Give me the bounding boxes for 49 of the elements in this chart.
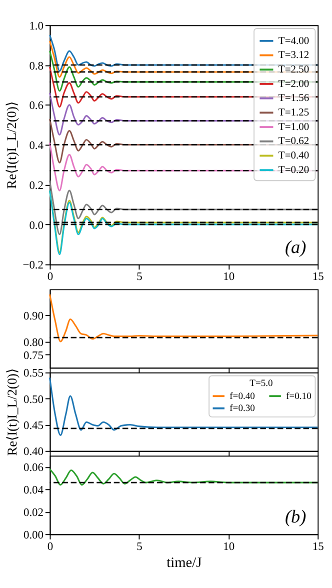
y-tick-label: 0.75 bbox=[23, 350, 44, 362]
x-tick-label: 0 bbox=[47, 271, 54, 284]
y-tick-label: 0.04 bbox=[23, 484, 44, 497]
legend-label: T=2.50 bbox=[278, 64, 310, 76]
x-tick-label: 15 bbox=[312, 271, 324, 284]
y-tick-label: 0.45 bbox=[23, 420, 44, 432]
line-series bbox=[48, 294, 318, 342]
line-series bbox=[48, 468, 318, 486]
legend-label: T=1.25 bbox=[278, 108, 310, 119]
legend-label: T=1.56 bbox=[278, 93, 310, 104]
legend-title: T=5.0 bbox=[250, 378, 273, 389]
x-tick-label: 5 bbox=[136, 271, 143, 284]
legend-label: T=0.62 bbox=[278, 136, 310, 148]
y-tick-label: 0.80 bbox=[23, 336, 44, 349]
y-tick-label: 0.02 bbox=[23, 507, 44, 520]
legend-label: T=3.12 bbox=[278, 50, 310, 62]
y-tick-label: 0.2 bbox=[29, 180, 44, 192]
legend-label: f=0.40 bbox=[230, 390, 256, 402]
annotation: (a) bbox=[284, 236, 306, 257]
line-series bbox=[48, 376, 318, 436]
legend-label: f=0.10 bbox=[286, 390, 312, 402]
x-tick-label: 10 bbox=[223, 271, 235, 284]
x-tick-label: 10 bbox=[223, 540, 235, 553]
legend-label: T=1.00 bbox=[278, 122, 310, 133]
y-tick-label: −0.2 bbox=[22, 260, 44, 272]
y-tick-label: 0.06 bbox=[23, 462, 44, 474]
line-series bbox=[48, 180, 318, 236]
legend-label: T=4.00 bbox=[278, 36, 310, 47]
x-axis-title: time/J bbox=[166, 555, 202, 572]
y-axis-title: Re⟨I(t)I_L/2(0)⟩ bbox=[4, 102, 20, 189]
x-tick-label: 15 bbox=[312, 540, 324, 553]
legend-label: T=2.00 bbox=[278, 78, 310, 90]
y-tick-label: 0.6 bbox=[29, 100, 44, 112]
x-tick-label: 0 bbox=[47, 540, 54, 553]
y-tick-label: 0.0 bbox=[29, 220, 44, 232]
legend-label: T=0.20 bbox=[278, 164, 310, 176]
y-tick-label: 0.50 bbox=[23, 394, 44, 406]
y-tick-label: 0.00 bbox=[23, 529, 44, 542]
annotation: (b) bbox=[284, 506, 306, 527]
y-tick-label: 0.90 bbox=[23, 310, 44, 323]
y-tick-label: 0.55 bbox=[23, 368, 44, 380]
y-tick-label: 0.4 bbox=[29, 140, 44, 152]
legend-label: T=0.40 bbox=[278, 150, 310, 162]
y-axis-title: Re⟨I(t)I_L/2(0)⟩ bbox=[4, 368, 20, 456]
y-tick-label: 0.40 bbox=[23, 446, 44, 458]
y-tick-label: 0.8 bbox=[29, 60, 44, 72]
y-tick-label: 1.0 bbox=[29, 20, 44, 32]
x-tick-label: 5 bbox=[136, 540, 143, 553]
legend-label: f=0.30 bbox=[230, 403, 256, 414]
